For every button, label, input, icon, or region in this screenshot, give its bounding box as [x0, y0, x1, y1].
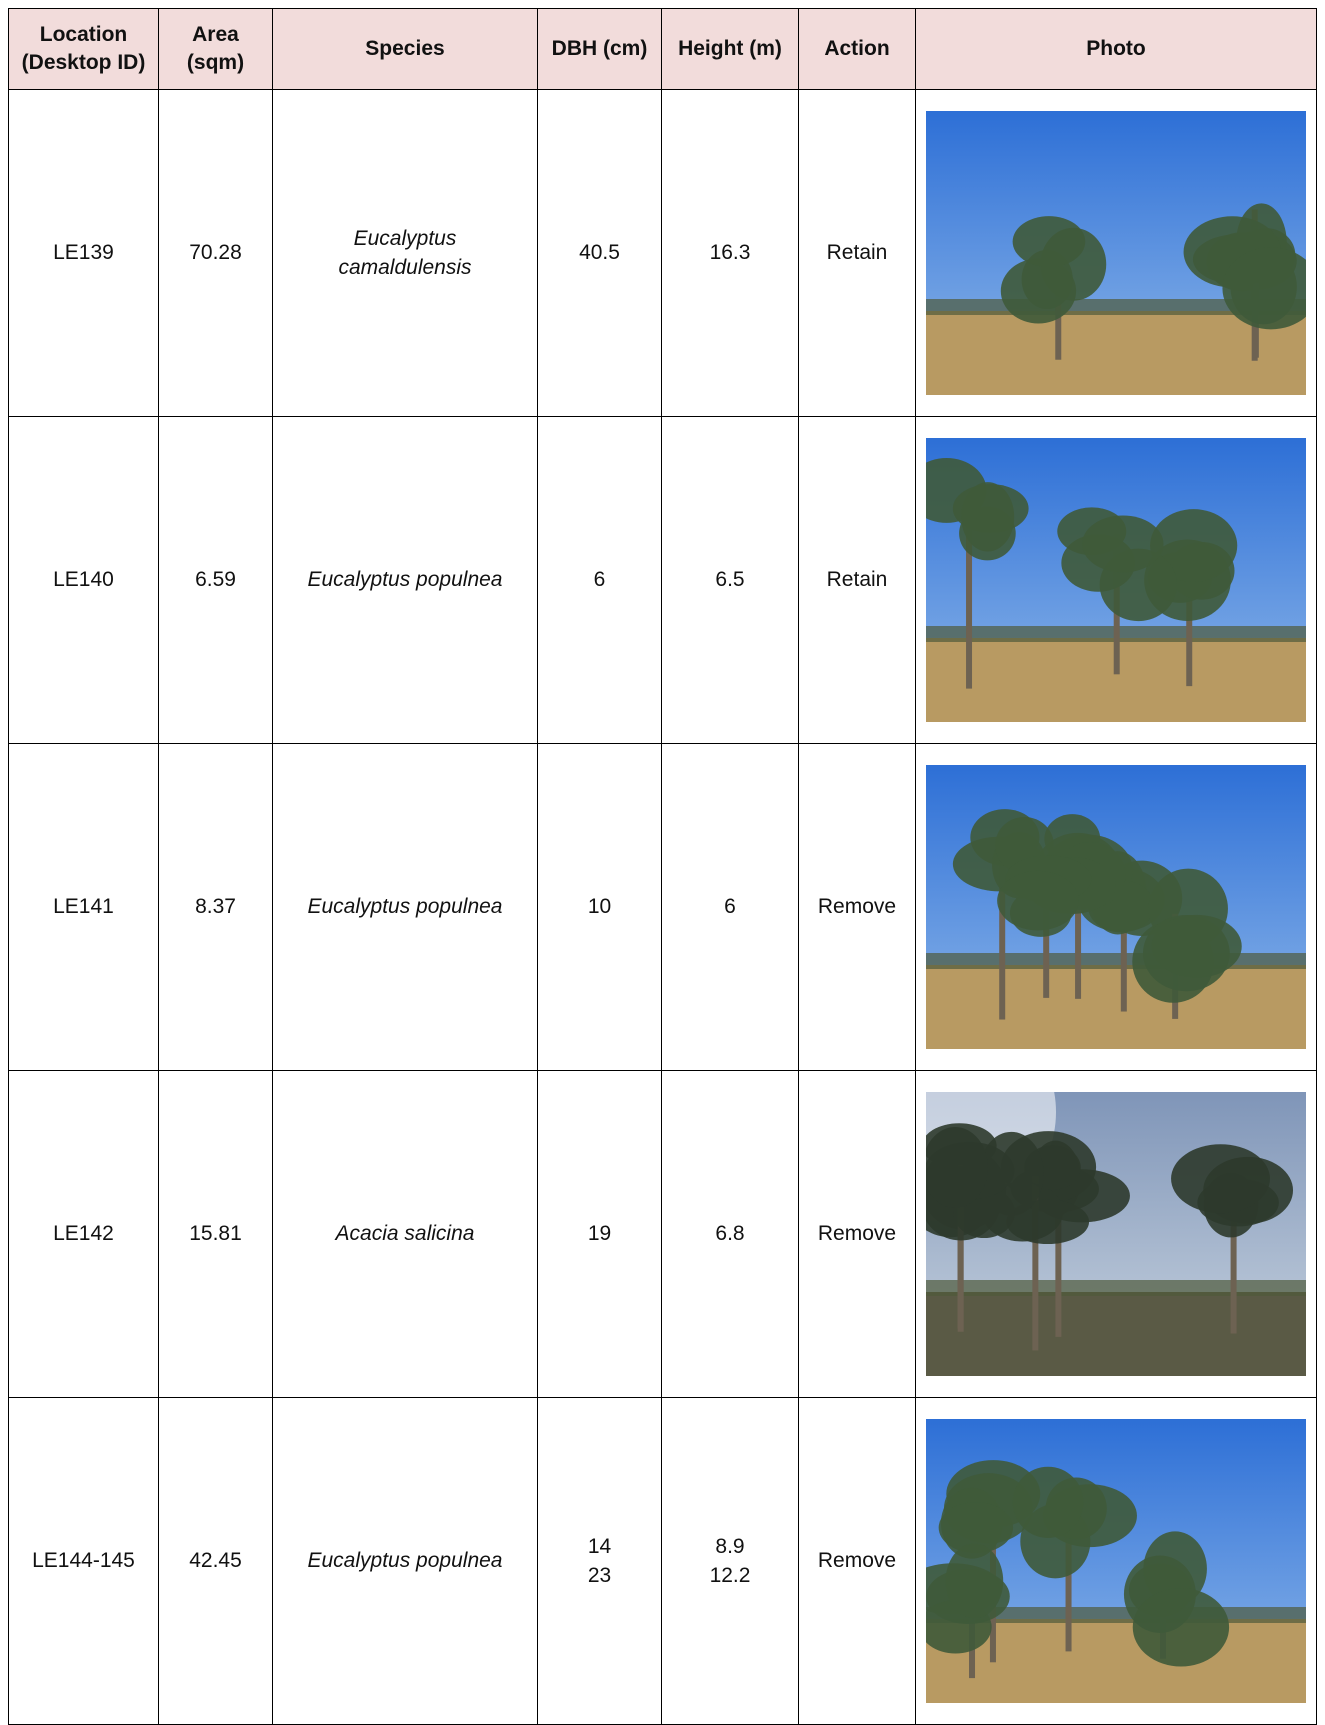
column-header: Height (m)	[661, 8, 799, 90]
photo-cell	[915, 89, 1317, 417]
trunk	[1186, 557, 1193, 687]
trunk	[1120, 906, 1127, 1012]
dbh-value: 10	[587, 895, 612, 919]
dbh-cell: 19	[537, 1070, 662, 1398]
trunk	[1043, 886, 1050, 998]
trunk	[966, 500, 973, 689]
height-cell: 8.9 12.2	[661, 1397, 799, 1725]
canopy	[1150, 509, 1238, 582]
table-row: LE140 6.59 Eucalyptus populnea 6 6.5 Retain	[8, 416, 1317, 744]
canopy	[961, 482, 1015, 552]
table-row: LE142 15.81 Acacia salicina 19 6.8 Remove	[8, 1070, 1317, 1398]
species-cell: Eucalyptus populnea	[272, 1397, 538, 1725]
location-cell: LE144-145	[8, 1397, 159, 1725]
location-cell: LE142	[8, 1070, 159, 1398]
location-cell: LE141	[8, 743, 159, 1071]
canopy	[997, 870, 1079, 931]
height-value: 6	[724, 895, 736, 919]
area-cell: 42.45	[158, 1397, 273, 1725]
area-cell: 15.81	[158, 1070, 273, 1398]
trunk	[1075, 834, 1082, 999]
action-cell: Remove	[798, 1397, 916, 1725]
trunk	[1230, 1193, 1237, 1334]
canopy	[1132, 1588, 1230, 1667]
dbh-cell: 6	[537, 416, 662, 744]
tree-photo	[926, 111, 1306, 395]
column-header: Area (sqm)	[158, 8, 273, 90]
height-cell: 6.5	[661, 416, 799, 744]
trunk	[1032, 1176, 1039, 1351]
grass	[926, 311, 1306, 395]
column-header: Species	[272, 8, 538, 90]
height-cell: 6.8	[661, 1070, 799, 1398]
dbh-value: 14	[587, 1534, 612, 1558]
height-value: 6.5	[715, 568, 745, 592]
dbh-cell: 10	[537, 743, 662, 1071]
dbh-value: 23	[587, 1564, 612, 1587]
column-header: DBH (cm)	[537, 8, 662, 90]
grass	[926, 1292, 1306, 1376]
action-cell: Retain	[798, 416, 916, 744]
canopy	[1222, 247, 1306, 330]
height-value: 12.2	[709, 1564, 751, 1587]
tree-photo	[926, 1419, 1306, 1703]
table-body: LE139 70.28 Eucalyptus camaldulensis 40.5 16…	[8, 89, 1317, 1725]
page: Location (Desktop ID) Area (sqm) Species DB…	[8, 8, 1317, 1725]
column-header: Photo	[915, 8, 1317, 90]
photo-cell	[915, 1070, 1317, 1398]
dbh-value: 6	[593, 568, 606, 592]
table-row: LE139 70.28 Eucalyptus camaldulensis 40.5 16…	[8, 89, 1317, 417]
canopy	[926, 1127, 988, 1208]
canopy	[938, 1502, 1014, 1554]
tree-photo	[926, 438, 1306, 722]
area-cell: 6.59	[158, 416, 273, 744]
trunk	[957, 1164, 964, 1332]
action-cell: Remove	[798, 1070, 916, 1398]
photo-cell	[915, 416, 1317, 744]
tree-photo	[926, 765, 1306, 1049]
horizon-scrub	[926, 953, 1306, 969]
canopy	[1082, 515, 1164, 573]
photo-cell	[915, 1397, 1317, 1725]
tree-table: Location (Desktop ID) Area (sqm) Species DB…	[8, 8, 1317, 1725]
tree-photo	[926, 1092, 1306, 1376]
action-cell: Retain	[798, 89, 916, 417]
dbh-value: 40.5	[579, 241, 620, 265]
height-value: 8.9	[715, 1534, 745, 1558]
horizon-scrub	[926, 1280, 1306, 1296]
species-cell: Eucalyptus camaldulensis	[272, 89, 538, 417]
canopy	[1012, 1466, 1084, 1538]
grass	[926, 965, 1306, 1049]
area-cell: 70.28	[158, 89, 273, 417]
canopy	[1171, 1144, 1270, 1214]
dbh-cell: 40.5	[537, 89, 662, 417]
dbh-value: 19	[587, 1222, 612, 1246]
height-value: 6.8	[715, 1222, 745, 1246]
photo-cell	[915, 743, 1317, 1071]
species-cell: Eucalyptus populnea	[272, 416, 538, 744]
action-cell: Remove	[798, 743, 916, 1071]
height-cell: 6	[661, 743, 799, 1071]
column-header: Action	[798, 8, 916, 90]
location-cell: LE139	[8, 89, 159, 417]
canopy	[1151, 914, 1242, 978]
canopy	[1006, 1199, 1090, 1245]
dbh-cell: 14 23	[537, 1397, 662, 1725]
species-cell: Acacia salicina	[272, 1070, 538, 1398]
canopy	[1143, 1531, 1207, 1607]
trunk	[1065, 1514, 1072, 1652]
table-row: LE144-145 42.45 Eucalyptus populnea 14 23 8.9…	[8, 1397, 1317, 1725]
location-cell: LE140	[8, 416, 159, 744]
species-cell: Eucalyptus populnea	[272, 743, 538, 1071]
column-header: Location (Desktop ID)	[8, 8, 159, 90]
canopy	[945, 1543, 1004, 1619]
table-row: LE141 8.37 Eucalyptus populnea 10 6 Remove	[8, 743, 1317, 1071]
height-cell: 16.3	[661, 89, 799, 417]
canopy	[1012, 216, 1086, 268]
header-row: Location (Desktop ID) Area (sqm) Species DB…	[8, 8, 1317, 90]
area-cell: 8.37	[158, 743, 273, 1071]
trunk	[999, 838, 1006, 1020]
trunk	[1055, 1154, 1062, 1337]
height-value: 16.3	[709, 241, 751, 265]
